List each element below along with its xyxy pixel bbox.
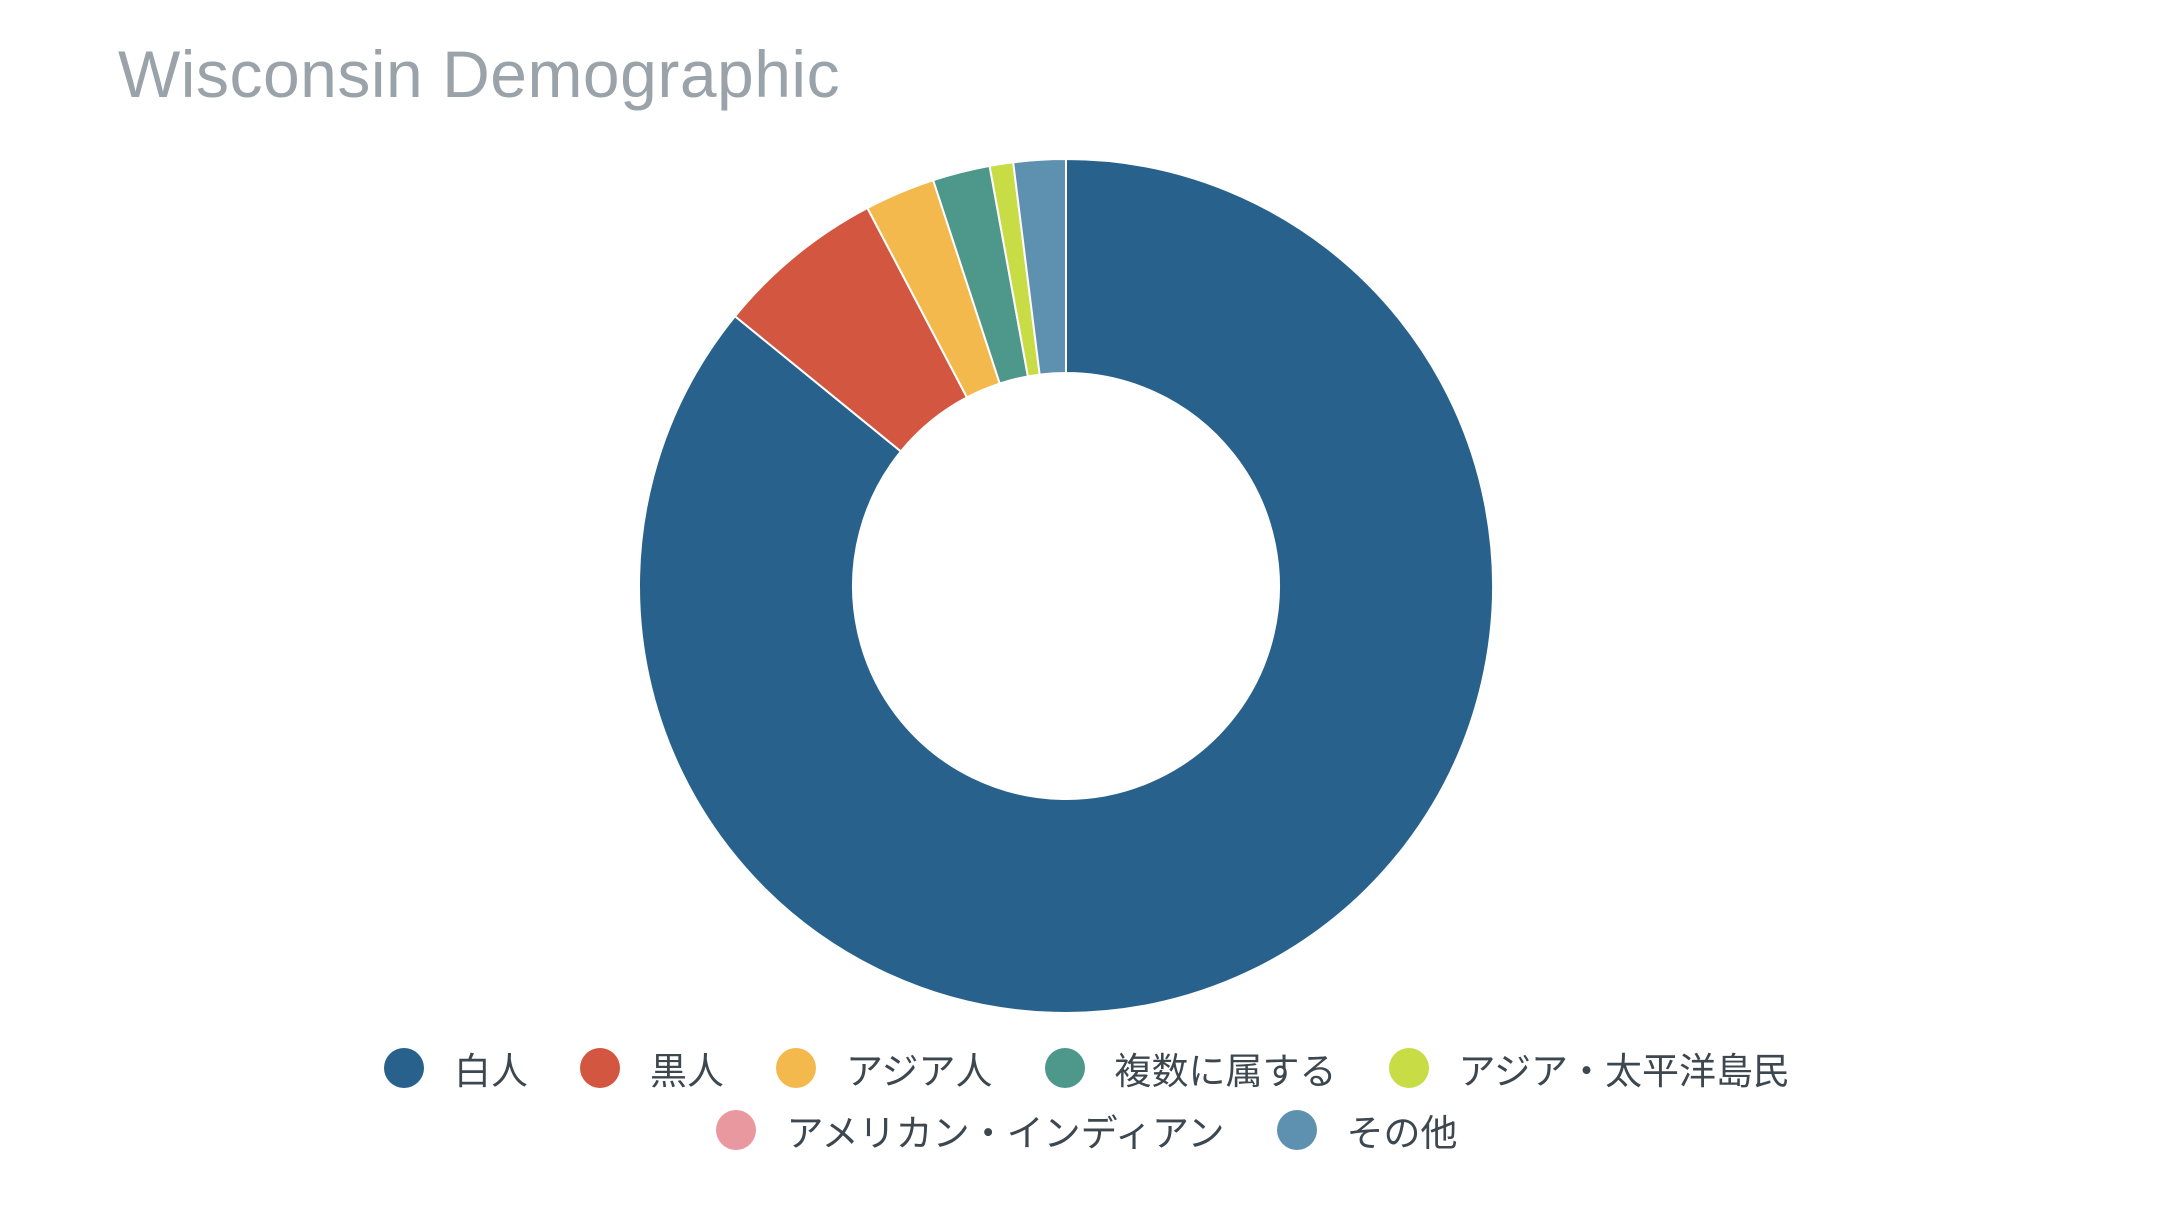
legend-label: アメリカン・インディアン	[786, 1112, 1225, 1155]
legend-swatch-icon	[775, 1048, 816, 1088]
chart-legend: 白人 黒人 アジア人 複数に属する アジア・太平洋島民アメリカン・インディアン その他	[0, 1048, 2174, 1155]
legend-item-1[interactable]: 黒人	[579, 1048, 724, 1093]
pie-slice-6[interactable]	[1012, 157, 1067, 376]
legend-item-3[interactable]: 複数に属する	[1044, 1048, 1337, 1093]
legend-label: 黒人	[649, 1050, 724, 1093]
legend-swatch-icon	[1044, 1048, 1085, 1088]
legend-label: 白人	[453, 1050, 528, 1093]
pie-slice-0[interactable]	[638, 157, 1495, 1014]
legend-label: アジア・太平洋島民	[1458, 1050, 1791, 1093]
legend-label: アジア人	[845, 1050, 993, 1093]
chart-title: Wisconsin Demographic	[118, 37, 841, 111]
legend-item-5[interactable]: アメリカン・インディアン	[716, 1110, 1225, 1155]
legend-swatch-icon	[716, 1110, 757, 1150]
legend-item-4[interactable]: アジア・太平洋島民	[1388, 1048, 1790, 1093]
legend-label: 複数に属する	[1114, 1050, 1337, 1093]
legend-swatch-icon	[1276, 1110, 1317, 1150]
legend-swatch-icon	[383, 1048, 424, 1088]
legend-label: その他	[1346, 1112, 1458, 1155]
legend-swatch-icon	[1388, 1048, 1429, 1088]
legend-item-0[interactable]: 白人	[383, 1048, 528, 1093]
legend-item-6[interactable]: その他	[1276, 1110, 1458, 1155]
legend-item-2[interactable]: アジア人	[775, 1048, 993, 1093]
legend-swatch-icon	[579, 1048, 620, 1088]
